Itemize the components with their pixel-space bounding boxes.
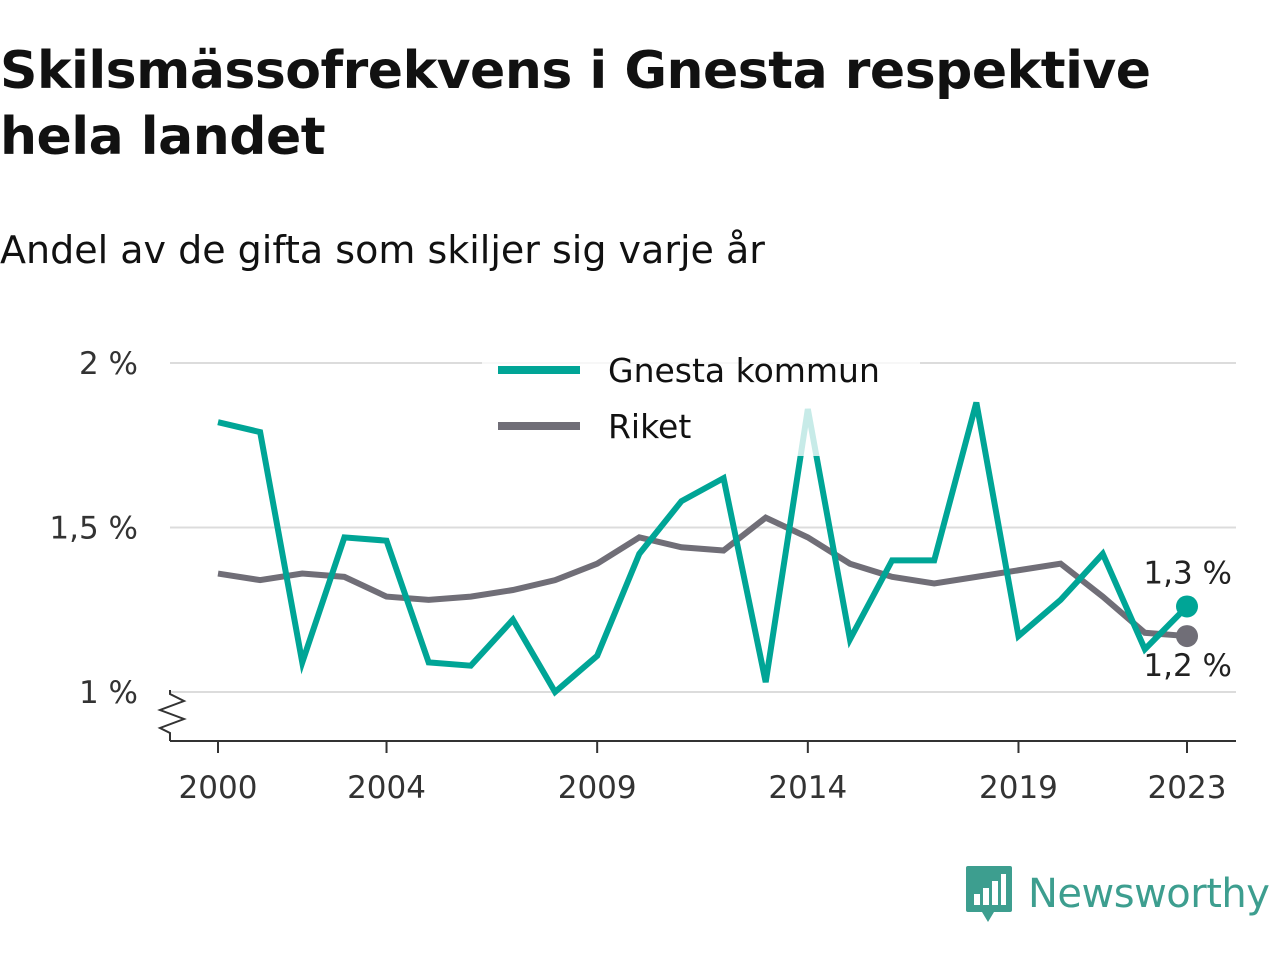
x-tick-label: 2014 xyxy=(768,770,847,806)
series-line-riket xyxy=(217,514,1188,640)
x-tick-label: 2004 xyxy=(347,770,426,806)
end-point-gnesta xyxy=(1176,595,1198,618)
legend: Gnesta kommun Riket xyxy=(482,344,920,456)
y-tick-label: 1,5 % xyxy=(49,511,138,547)
x-tick-label: 2009 xyxy=(558,770,637,806)
x-tick-label: 2023 xyxy=(1148,770,1227,806)
x-tick-labels: 2000 2004 2009 2014 2019 2023 xyxy=(179,741,1227,806)
series-line-gnesta xyxy=(217,401,1190,697)
chart-title: Skilsmässofrekvens i Gnesta respektive h… xyxy=(0,41,1151,167)
y-tick-labels: 1 % 1,5 % 2 % xyxy=(49,346,138,711)
x-tick-label: 2000 xyxy=(179,770,258,806)
end-point-riket xyxy=(1176,625,1198,648)
series-lines xyxy=(217,401,1198,697)
y-tick-label: 1 % xyxy=(79,675,138,711)
x-tick-label: 2019 xyxy=(979,770,1058,806)
end-label-gnesta: 1,3 % xyxy=(1143,555,1232,591)
legend-label: Gnesta kommun xyxy=(608,351,880,390)
chart-subtitle: Andel av de gifta som skiljer sig varje … xyxy=(0,228,765,272)
end-label-riket: 1,2 % xyxy=(1143,648,1232,684)
brand-name: Newsworthy xyxy=(1028,871,1270,917)
brand: Newsworthy xyxy=(964,864,1270,924)
y-tick-label: 2 % xyxy=(79,346,138,382)
end-labels: 1,3 % 1,2 % xyxy=(1143,555,1232,684)
legend-label: Riket xyxy=(608,407,691,446)
y-axis-break-icon xyxy=(157,690,187,741)
axes xyxy=(157,690,1236,742)
newsworthy-logo-icon xyxy=(966,866,1012,922)
legend-background xyxy=(482,344,920,456)
